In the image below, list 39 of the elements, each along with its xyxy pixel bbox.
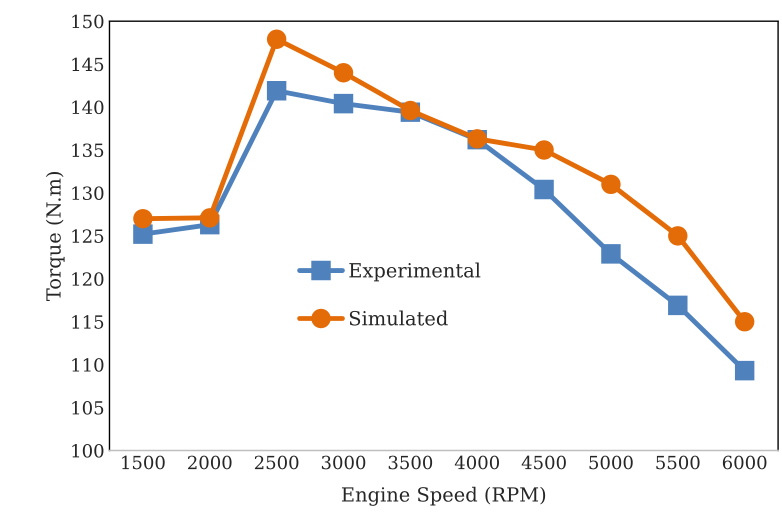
x-axis-title: Engine Speed (RPM) xyxy=(342,486,546,506)
point xyxy=(668,226,688,246)
point xyxy=(266,81,286,100)
point xyxy=(668,296,688,316)
y-axis-title: Torque (N.m) xyxy=(46,172,65,302)
y-tick-label: 110 xyxy=(72,358,104,372)
x-tick-label: 4000 xyxy=(454,456,499,470)
y-tick-label: 140 xyxy=(72,100,104,114)
point xyxy=(601,174,621,194)
point xyxy=(334,94,354,114)
y-tick-label: 120 xyxy=(72,272,104,286)
y-tick-label: 145 xyxy=(72,58,104,72)
y-tick-label: 125 xyxy=(72,229,104,243)
y-tick-label: 150 xyxy=(72,14,104,28)
point xyxy=(534,140,554,160)
x-tick-label: 5000 xyxy=(589,456,633,470)
x-tick-label: 3500 xyxy=(388,456,432,470)
x-tick-label: 4500 xyxy=(522,456,566,470)
point xyxy=(601,244,621,264)
x-tick-label: 2000 xyxy=(188,456,232,470)
point xyxy=(200,208,220,228)
legend-label: Simulated xyxy=(350,310,448,326)
x-tick-label: 5500 xyxy=(656,456,700,470)
point xyxy=(734,312,754,332)
x-tick-label: 6000 xyxy=(722,456,766,470)
point xyxy=(266,30,286,49)
point xyxy=(133,208,153,228)
x-tick-label: 1500 xyxy=(122,456,165,470)
y-tick-label: 105 xyxy=(72,401,104,415)
x-tick-label: 2500 xyxy=(254,456,298,470)
point xyxy=(734,360,754,380)
legend-label: Experimental xyxy=(349,262,480,282)
y-tick-label: 135 xyxy=(72,143,104,158)
point xyxy=(534,180,554,200)
point xyxy=(334,62,354,82)
x-tick-label: 3000 xyxy=(322,456,366,470)
y-tick-label: 115 xyxy=(72,315,104,329)
y-tick-label: 100 xyxy=(72,444,104,458)
y-tick-label: 130 xyxy=(72,186,104,200)
